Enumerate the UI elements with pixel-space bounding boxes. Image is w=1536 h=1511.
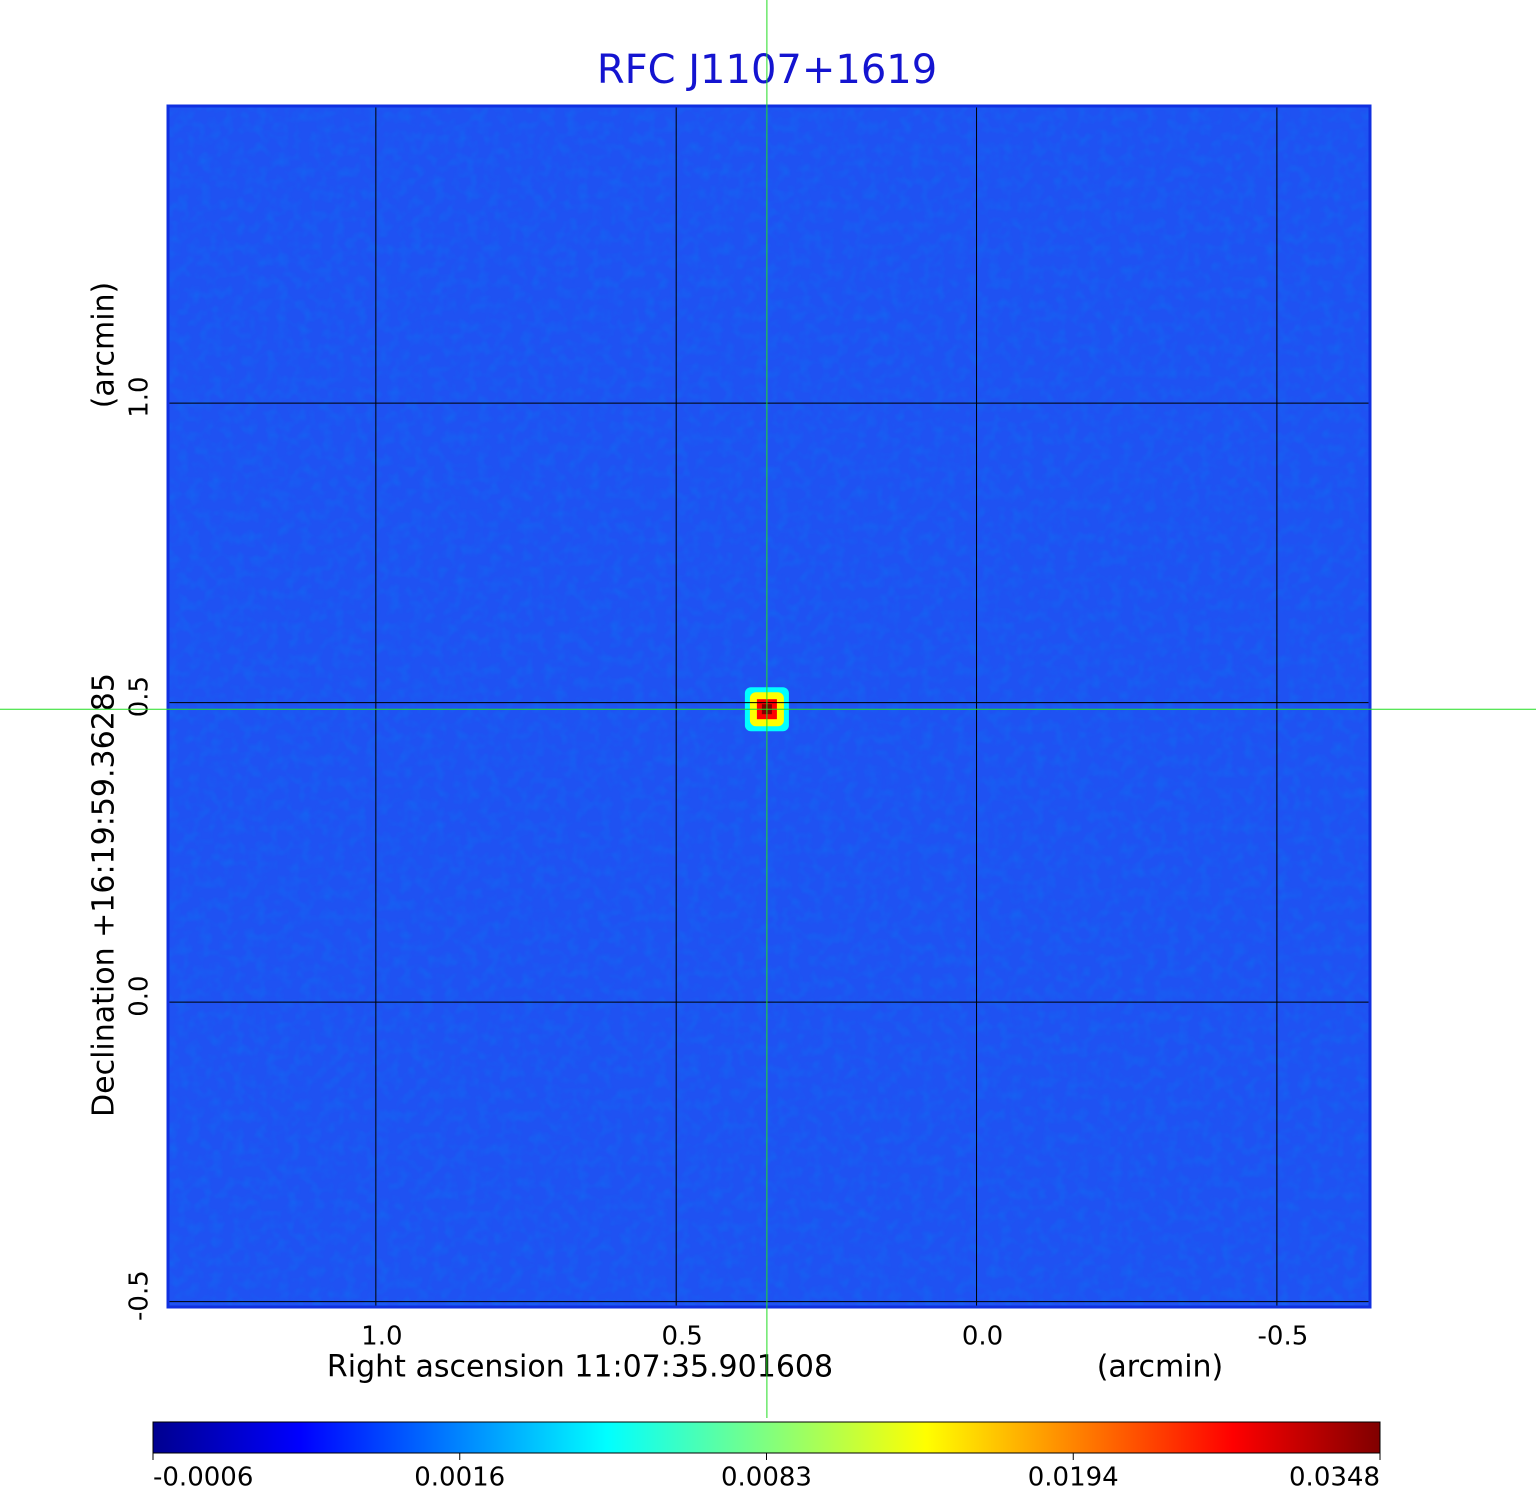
colorbar-tick-label: 0.0194 [1028, 1463, 1119, 1493]
y-axis-unit: (arcmin) [87, 282, 122, 409]
y-tick-label: 0.5 [125, 676, 155, 717]
x-axis-label: Right ascension 11:07:35.901608 [327, 1350, 833, 1385]
x-tick-label: -0.5 [1258, 1322, 1309, 1352]
y-tick-label: -0.5 [125, 1270, 155, 1321]
y-tick-label: 0.0 [125, 975, 155, 1016]
x-tick-label: 0.0 [962, 1322, 1003, 1352]
x-tick-label: 1.0 [361, 1322, 402, 1352]
y-axis-label: Declination +16:19:59.36285 [87, 673, 122, 1117]
y-tick-label: 1.0 [125, 376, 155, 417]
colorbar-tick-label: 0.0016 [414, 1463, 505, 1493]
x-axis-unit: (arcmin) [1097, 1350, 1224, 1385]
colorbar-tick-label: -0.0006 [153, 1463, 253, 1493]
colorbar-tick-label: 0.0083 [721, 1463, 812, 1493]
plot-frame [166, 104, 1372, 1309]
colorbar [152, 1421, 1381, 1454]
x-tick-label: 0.5 [662, 1322, 703, 1352]
colorbar-tick-label: 0.0348 [1289, 1463, 1380, 1493]
